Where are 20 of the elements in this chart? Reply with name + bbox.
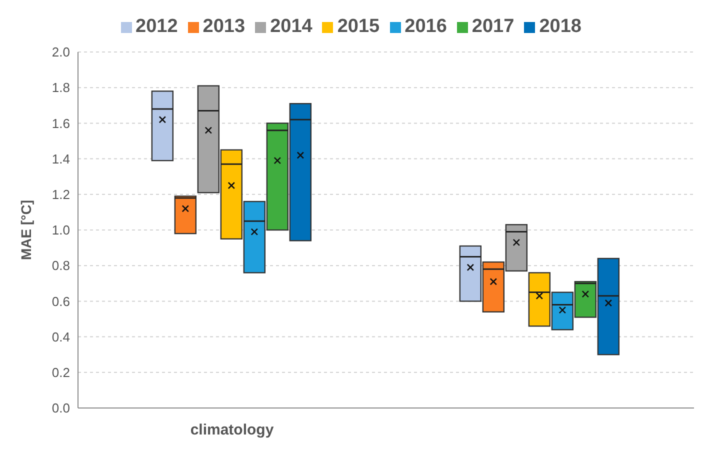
y-tick-label: 1.6 (52, 116, 70, 131)
legend-label: 2016 (404, 16, 447, 37)
y-tick-label: 0.4 (52, 329, 70, 344)
y-tick-label: 1.8 (52, 80, 70, 96)
y-tick-label: 2.0 (52, 44, 70, 60)
y-tick-label: 1.2 (52, 187, 70, 202)
legend-label: 2012 (136, 16, 178, 37)
y-axis-title: MAE [°C] (18, 200, 34, 260)
y-tick-label: 0.6 (52, 294, 70, 309)
y-tick-label: 0.8 (52, 258, 70, 274)
legend-label: 2017 (472, 16, 514, 37)
y-tick-label: 1.0 (52, 222, 70, 238)
x-tick-label: climatology (190, 422, 274, 439)
legend-label: 2013 (202, 16, 246, 37)
y-tick-label: 1.4 (52, 151, 70, 166)
y-tick-label: 0.2 (52, 365, 70, 380)
y-tick-label: 0.0 (52, 400, 70, 416)
legend-label: 2014 (270, 16, 312, 37)
legend-label: 2015 (337, 16, 380, 37)
legend-label: 2018 (539, 16, 582, 37)
